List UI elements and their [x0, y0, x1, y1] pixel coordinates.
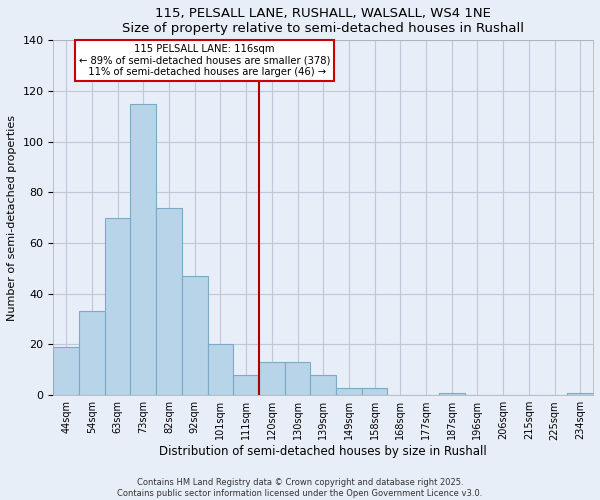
Text: 115 PELSALL LANE: 116sqm
← 89% of semi-detached houses are smaller (378)
  11% o: 115 PELSALL LANE: 116sqm ← 89% of semi-d…	[79, 44, 330, 77]
Y-axis label: Number of semi-detached properties: Number of semi-detached properties	[7, 114, 17, 320]
Bar	[130, 104, 156, 395]
Bar	[439, 392, 464, 395]
Bar	[105, 218, 130, 395]
Bar	[568, 392, 593, 395]
Bar	[310, 375, 336, 395]
X-axis label: Distribution of semi-detached houses by size in Rushall: Distribution of semi-detached houses by …	[160, 445, 487, 458]
Bar	[233, 375, 259, 395]
Bar	[156, 208, 182, 395]
Bar	[284, 362, 310, 395]
Title: 115, PELSALL LANE, RUSHALL, WALSALL, WS4 1NE
Size of property relative to semi-d: 115, PELSALL LANE, RUSHALL, WALSALL, WS4…	[122, 7, 524, 35]
Bar	[53, 347, 79, 395]
Bar	[208, 344, 233, 395]
Bar	[182, 276, 208, 395]
Bar	[79, 312, 105, 395]
Bar	[259, 362, 284, 395]
Text: Contains HM Land Registry data © Crown copyright and database right 2025.
Contai: Contains HM Land Registry data © Crown c…	[118, 478, 482, 498]
Bar	[336, 388, 362, 395]
Bar	[362, 388, 388, 395]
